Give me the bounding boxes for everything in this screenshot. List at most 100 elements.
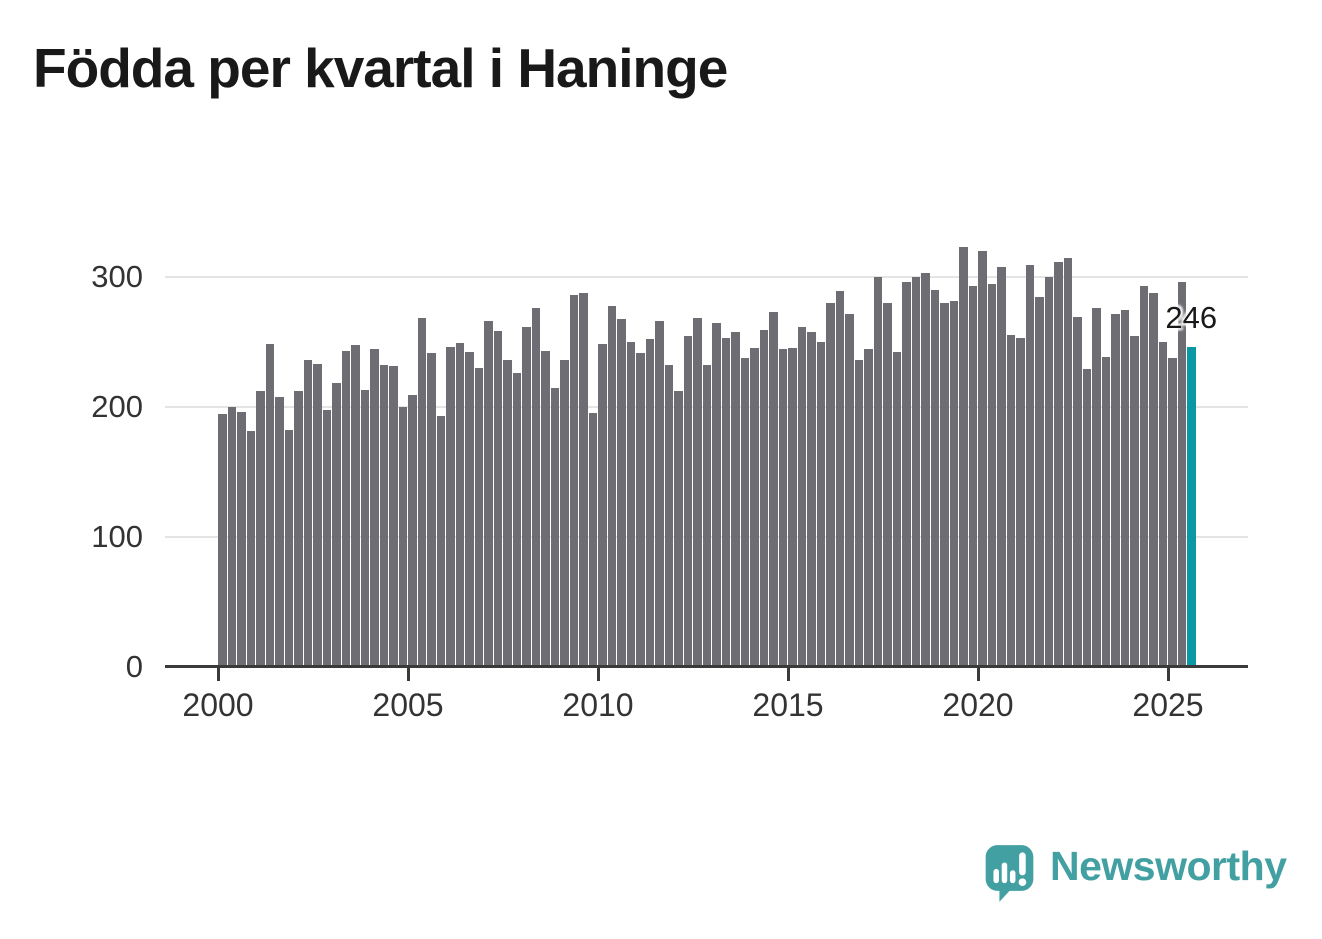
y-tick-label-0: 0 [125,648,143,684]
bar-2001-q1 [256,390,265,667]
bar-2007-q2 [493,331,503,667]
bar-2013-q1 [712,323,721,667]
bar-2008-q2 [531,307,541,667]
bar-2016-q3 [845,314,854,667]
bar-2013-q2 [721,337,731,667]
logo-exclamation-dot [1018,878,1027,887]
bar-2024-q3 [1149,293,1158,667]
bar-2018-q1 [902,281,911,667]
bar-2019-q4 [968,285,978,667]
bar-2025-q2 [1177,281,1187,667]
x-tick-2005 [406,668,410,681]
highlight-value-label: 246 [1165,299,1218,335]
bar-2024-q1 [1130,336,1139,667]
x-tick-label-2025: 2025 [1132,687,1204,723]
bar-2015-q3 [807,332,816,667]
bar-2000-q3 [237,411,246,667]
bar-2005-q3 [427,353,436,667]
bar-2002-q3 [313,363,322,667]
bar-2009-q3 [579,293,588,667]
bar-2021-q4 [1044,276,1054,667]
gridline-300 [165,275,1248,278]
bar-2010-q4 [626,341,636,667]
bar-2020-q4 [1006,335,1016,667]
bar-2019-q3 [959,246,968,667]
x-tick-2015 [786,668,790,681]
bar-2016-q4 [854,359,864,667]
bar-2017-q2 [873,276,883,667]
bar-2002-q2 [303,359,313,667]
bar-2023-q1 [1092,307,1101,667]
bar-2018-q3 [921,272,930,667]
bar-2013-q4 [740,358,750,667]
bar-2018-q2 [911,276,921,667]
logo-bar-1 [993,868,999,884]
bar-2024-q2 [1139,285,1149,667]
bar-2005-q2 [417,318,427,667]
newsworthy-logo-icon [985,845,1034,902]
bar-2009-q2 [569,294,579,667]
bar-2006-q3 [465,351,474,667]
newsworthy-wordmark: Newsworthy [1050,843,1287,889]
bar-2021-q2 [1025,264,1035,667]
x-tick-2010 [596,668,600,681]
bar-2008-q4 [550,388,560,667]
bar-2008-q1 [522,327,531,667]
bar-2004-q4 [398,406,408,667]
bar-2021-q3 [1035,297,1044,667]
bar-2010-q2 [607,306,617,667]
bar-2021-q1 [1016,337,1025,667]
bar-2010-q3 [617,319,626,667]
bar-2018-q4 [930,289,940,667]
bar-2001-q2 [265,344,275,667]
bar-2022-q1 [1054,262,1063,667]
bar-2009-q4 [588,413,598,667]
bar-2011-q2 [645,338,655,667]
x-tick-label-2005: 2005 [372,687,444,723]
bar-2002-q4 [322,410,332,667]
bar-2025-q1 [1168,358,1177,667]
bar-2007-q4 [512,372,522,667]
bar-2020-q2 [987,284,997,667]
bar-2023-q3 [1111,314,1120,667]
logo-bar-3 [1009,870,1016,884]
logo-exclamation-bar [1019,852,1026,876]
bar-2014-q4 [778,349,788,667]
x-tick-label-2015: 2015 [752,687,824,723]
bar-2000-q1 [218,414,227,667]
logo-bar-2 [1001,862,1008,884]
bar-2001-q3 [275,397,284,667]
bar-2017-q4 [892,351,902,667]
bar-2004-q2 [379,364,389,667]
bar-2006-q1 [446,346,455,667]
bar-2017-q1 [864,349,873,667]
bar-2001-q4 [284,429,294,667]
bar-2017-q3 [883,302,892,667]
x-tick-2020 [976,668,980,681]
bar-2006-q2 [455,342,465,667]
bar-2022-q3 [1073,316,1082,667]
bar-2013-q3 [731,332,740,667]
bar-2005-q4 [436,415,446,667]
bar-2004-q1 [370,349,379,667]
bar-2015-q4 [816,341,826,667]
bar-2003-q1 [332,383,341,667]
newsworthy-watermark: Newsworthy [982,843,1287,904]
bar-2002-q1 [294,390,303,667]
x-tick-label-2000: 2000 [182,687,254,723]
bar-2019-q2 [949,301,959,667]
bar-2007-q3 [503,359,512,667]
bar-2012-q4 [702,364,712,667]
bar-2014-q2 [759,329,769,667]
x-axis-line [165,664,1248,668]
bar-2025-q3 [1187,346,1196,667]
bar-2016-q1 [826,302,835,667]
bar-2015-q1 [788,348,797,667]
x-tick-2025 [1166,668,1170,681]
x-tick-label-2020: 2020 [942,687,1014,723]
bar-2016-q2 [835,290,845,667]
y-tick-label-300: 300 [91,258,143,294]
bar-2007-q1 [484,320,493,667]
bar-2009-q1 [560,359,569,667]
